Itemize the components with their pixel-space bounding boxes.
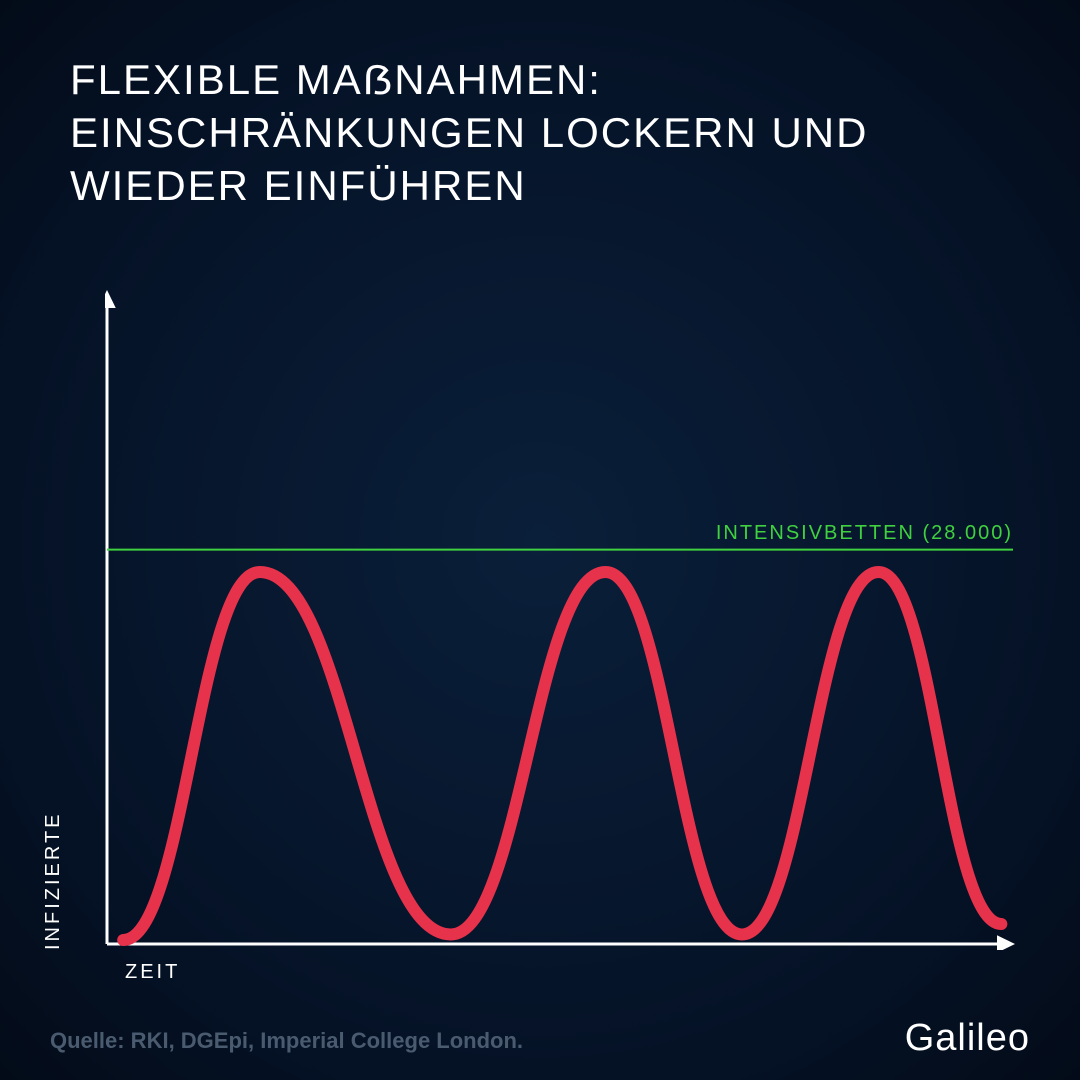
chart-svg xyxy=(105,290,1015,950)
title-main: FLEXIBLE MAẞNAHMEN: xyxy=(70,55,1010,105)
title-block: FLEXIBLE MAẞNAHMEN: EINSCHRÄNKUNGEN LOCK… xyxy=(70,55,1010,212)
x-axis-label: ZEIT xyxy=(125,961,180,984)
logo: Galileo xyxy=(905,1017,1030,1060)
y-axis-label: INFIZIERTE xyxy=(42,811,65,950)
source-text: Quelle: RKI, DGEpi, Imperial College Lon… xyxy=(50,1028,523,1054)
threshold-label: INTENSIVBETTEN (28.000) xyxy=(716,522,1013,545)
title-sub: EINSCHRÄNKUNGEN LOCKERN UND WIEDER EINFÜ… xyxy=(70,107,1010,212)
logo-text: Galileo xyxy=(905,1017,1030,1059)
chart-area: INFIZIERTE ZEIT INTENSIVBETTEN (28.000) xyxy=(105,290,1015,950)
